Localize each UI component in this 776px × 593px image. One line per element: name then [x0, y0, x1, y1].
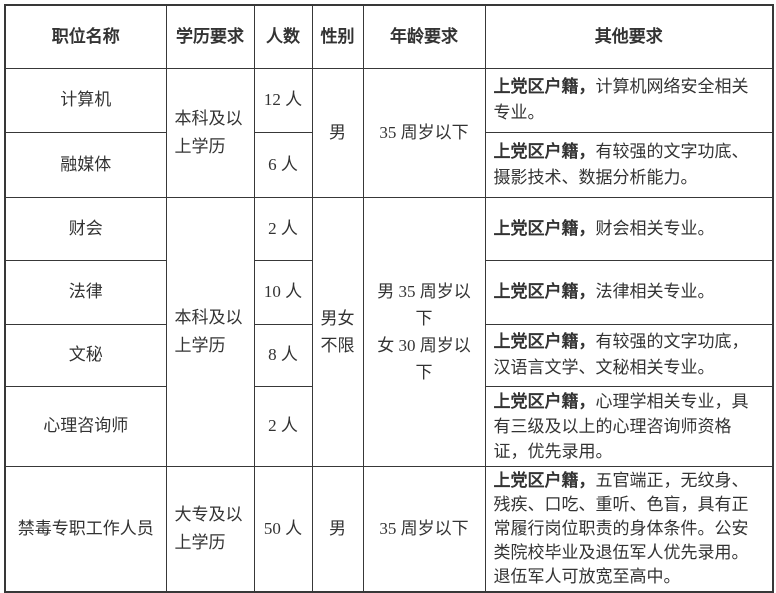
residency-bold-text: 上党区户籍，: [493, 77, 596, 96]
table-row-counselor: 心理咨询师 2 人 上党区户籍，心理学相关专业，具有三级及以上的心理咨询师资格证…: [4, 385, 774, 467]
cell-count-accounting: 2 人: [253, 196, 313, 261]
cell-position-law: 法律: [4, 259, 167, 325]
residency-bold-text: 上党区户籍，: [493, 391, 596, 411]
table-row-secretary: 文秘 8 人 上党区户籍，有较强的文字功底，汉语言文学、文秘相关专业。: [4, 323, 774, 387]
cell-count-antidrug: 50 人: [253, 465, 313, 592]
cell-count-law: 10 人: [253, 259, 313, 325]
table-row-computer: 计算机 本科及以上学历 12 人 男 35 周岁以下 上党区户籍，计算机网络安全…: [4, 67, 774, 198]
header-position: 职位名称: [4, 4, 167, 69]
header-education: 学历要求: [165, 4, 255, 69]
residency-bold-text: 上党区户籍，: [493, 470, 596, 490]
cell-count-media: 6 人: [253, 131, 313, 198]
residency-bold-text: 上党区户籍，: [493, 141, 596, 161]
cell-gender-group2: 男女不限: [311, 196, 364, 467]
cell-education-group1: 本科及以上学历: [165, 67, 255, 198]
other-requirement-text: 五官端正，无纹身、残疾、口吃、重听、色盲，具有正常履行岗位职责的身体条件。公安类…: [493, 470, 749, 586]
cell-education-antidrug: 大专及以上学历: [165, 465, 255, 592]
table-row-accounting: 财会 本科及以上学历 2 人 男女不限 男 35 周岁以下 女 30 周岁以下 …: [4, 196, 774, 467]
residency-bold-text: 上党区户籍，: [493, 218, 596, 238]
header-count: 人数: [253, 4, 313, 69]
cell-gender-antidrug: 男: [311, 465, 364, 592]
table-row-law: 法律 10 人 上党区户籍，法律相关专业。: [4, 259, 774, 325]
table-row-media: 融媒体 6 人 上党区户籍，有较强的文字功底、摄影技术、数据分析能力。: [4, 131, 774, 198]
other-requirement-text: 法律相关专业。: [595, 282, 715, 301]
cell-age-group2: 男 35 周岁以下 女 30 周岁以下: [362, 196, 486, 467]
cell-gender-group1: 男: [311, 67, 364, 198]
cell-education-group2: 本科及以上学历: [165, 196, 255, 467]
age-line-male: 男 35 周岁以下: [377, 281, 471, 328]
residency-bold-text: 上党区户籍，: [493, 282, 596, 301]
cell-position-media: 融媒体: [4, 131, 167, 198]
cell-other-antidrug: 上党区户籍，五官端正，无纹身、残疾、口吃、重听、色盲，具有正常履行岗位职责的身体…: [484, 465, 774, 592]
cell-age-group1: 35 周岁以下: [362, 67, 486, 198]
other-requirement-text: 心理学相关专业，具有三级及以上的心理咨询师资格证，优先录用。: [493, 391, 749, 461]
cell-count-secretary: 8 人: [253, 323, 313, 387]
job-requirements-table: 职位名称 学历要求 人数 性别 年龄要求 其他要求 计算机 本科及以上学历 12…: [4, 4, 774, 593]
age-line-female: 女 30 周岁以下: [377, 335, 471, 382]
other-requirement-text: 有较强的文字功底、摄影技术、数据分析能力。: [493, 141, 749, 187]
cell-position-accounting: 财会: [4, 196, 167, 261]
residency-bold-text: 上党区户籍，: [493, 332, 596, 351]
cell-position-computer: 计算机: [4, 67, 167, 133]
header-row: 职位名称 学历要求 人数 性别 年龄要求 其他要求: [4, 4, 774, 69]
other-requirement-text: 有较强的文字功底，汉语言文学、文秘相关专业。: [493, 332, 749, 377]
other-requirement-text: 计算机网络安全相关专业。: [493, 77, 749, 122]
cell-other-secretary: 上党区户籍，有较强的文字功底，汉语言文学、文秘相关专业。: [484, 323, 774, 387]
cell-other-counselor: 上党区户籍，心理学相关专业，具有三级及以上的心理咨询师资格证，优先录用。: [484, 385, 774, 467]
header-other: 其他要求: [484, 4, 774, 69]
cell-other-law: 上党区户籍，法律相关专业。: [484, 259, 774, 325]
cell-count-counselor: 2 人: [253, 385, 313, 467]
cell-position-antidrug: 禁毒专职工作人员: [4, 465, 167, 592]
cell-count-computer: 12 人: [253, 67, 313, 133]
cell-other-accounting: 上党区户籍，财会相关专业。: [484, 196, 774, 261]
other-requirement-text: 财会相关专业。: [595, 218, 715, 238]
cell-other-media: 上党区户籍，有较强的文字功底、摄影技术、数据分析能力。: [484, 131, 774, 198]
cell-other-computer: 上党区户籍，计算机网络安全相关专业。: [484, 67, 774, 133]
cell-position-counselor: 心理咨询师: [4, 385, 167, 467]
header-gender: 性别: [311, 4, 364, 69]
header-age: 年龄要求: [362, 4, 486, 69]
cell-age-antidrug: 35 周岁以下: [362, 465, 486, 592]
cell-position-secretary: 文秘: [4, 323, 167, 387]
table-row-antidrug: 禁毒专职工作人员 大专及以上学历 50 人 男 35 周岁以下 上党区户籍，五官…: [4, 465, 774, 592]
